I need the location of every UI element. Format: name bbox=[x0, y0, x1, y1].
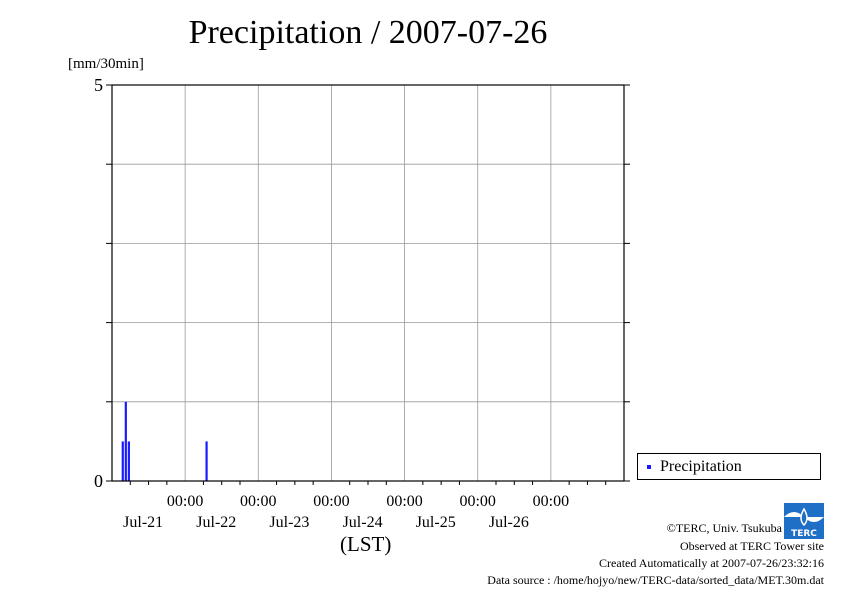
footer-source: Data source : /home/hojyo/new/TERC-data/… bbox=[487, 573, 824, 587]
y-tick-label: 0 bbox=[94, 471, 103, 491]
terc-logo: TERC bbox=[784, 503, 824, 539]
footer-observed: Observed at TERC Tower site bbox=[679, 539, 824, 553]
footer-copyright: ©TERC, Univ. Tsukuba bbox=[666, 521, 782, 535]
y-axis-unit-label: [mm/30min] bbox=[68, 56, 144, 72]
y-tick-label: 5 bbox=[94, 75, 103, 95]
grid-lines bbox=[112, 85, 624, 481]
chart-title: Precipitation / 2007-07-26 bbox=[188, 14, 548, 51]
svg-text:TERC: TERC bbox=[791, 529, 817, 539]
x-tick-time-label: 00:00 bbox=[533, 493, 569, 510]
x-tick-time-label: 00:00 bbox=[313, 493, 349, 510]
x-tick-time-label: 00:00 bbox=[240, 493, 276, 510]
tick-labels: 0500:00Jul-2100:00Jul-2200:00Jul-2300:00… bbox=[94, 75, 569, 531]
x-tick-date-label: Jul-22 bbox=[196, 514, 236, 531]
footer-created: Created Automatically at 2007-07-26/23:3… bbox=[599, 556, 824, 570]
x-axis-label: (LST) bbox=[340, 532, 392, 556]
x-tick-date-label: Jul-23 bbox=[269, 514, 309, 531]
axes bbox=[106, 84, 630, 485]
precipitation-bar bbox=[127, 441, 130, 481]
precipitation-bar bbox=[121, 441, 124, 481]
x-tick-date-label: Jul-24 bbox=[343, 514, 383, 531]
plot-frame bbox=[111, 84, 625, 482]
x-tick-date-label: Jul-21 bbox=[123, 514, 163, 531]
x-tick-date-label: Jul-25 bbox=[416, 514, 456, 531]
precipitation-bar bbox=[205, 441, 208, 481]
legend-label-precipitation: Precipitation bbox=[660, 458, 742, 475]
x-tick-time-label: 00:00 bbox=[386, 493, 422, 510]
precipitation-bar bbox=[124, 401, 127, 481]
x-tick-time-label: 00:00 bbox=[167, 493, 203, 510]
legend-swatch-precipitation bbox=[647, 465, 651, 469]
legend: Precipitation bbox=[637, 453, 821, 480]
x-tick-time-label: 00:00 bbox=[459, 493, 495, 510]
x-tick-date-label: Jul-26 bbox=[489, 514, 529, 531]
bars bbox=[121, 401, 208, 481]
